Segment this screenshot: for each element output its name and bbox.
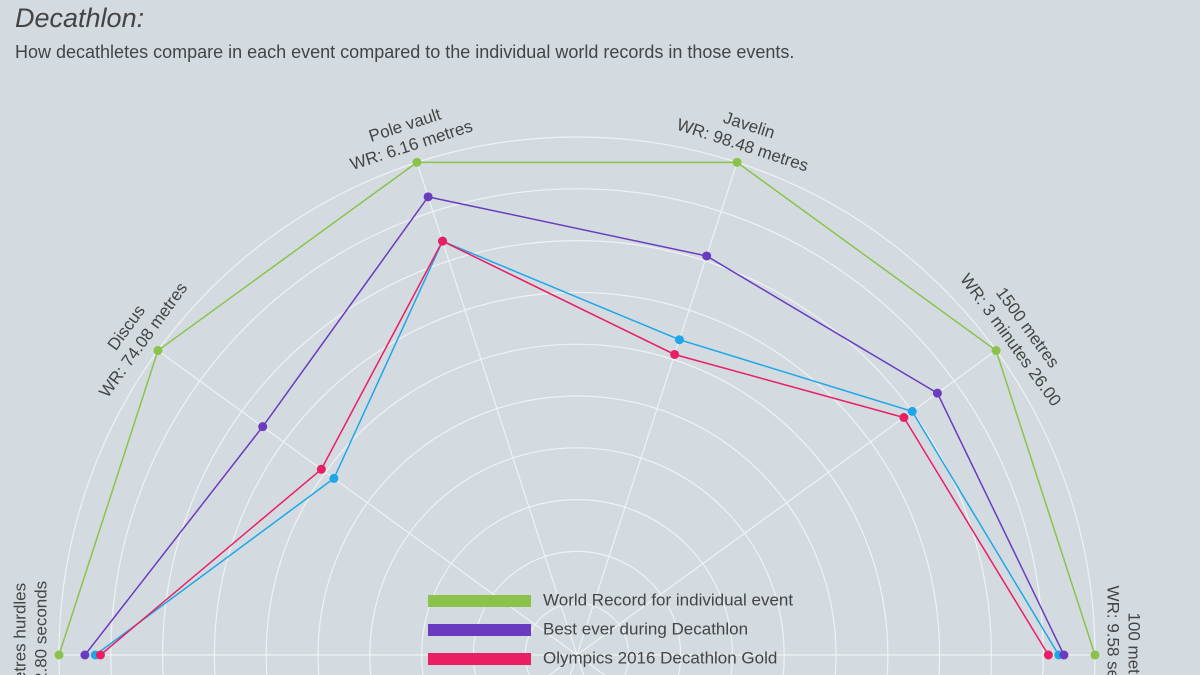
series-line [99, 240, 1050, 656]
series-point [80, 650, 90, 660]
axis-label: 100 metres [1125, 612, 1144, 675]
series-point [907, 406, 917, 416]
legend-label: Olympics 2016 Decathlon Gold [543, 648, 777, 667]
grid-circle [369, 447, 785, 675]
series-line [94, 240, 1060, 656]
series-point [95, 650, 105, 660]
chart-subtitle: How decathletes compare in each event co… [15, 42, 794, 62]
series-point [991, 346, 1001, 356]
series-point [412, 157, 422, 167]
spoke [576, 350, 997, 656]
series-point [316, 464, 326, 474]
series-point [423, 192, 433, 202]
series-point [1043, 650, 1053, 660]
series-point [670, 349, 680, 359]
series-point [674, 335, 684, 345]
legend-swatch [428, 624, 531, 636]
record-label: WR: 12.80 seconds [31, 581, 50, 675]
legend-swatch [428, 595, 531, 607]
record-label: WR: 9.58 seconds [1104, 586, 1123, 675]
spoke [157, 350, 578, 656]
spoke [576, 162, 738, 656]
legend-swatch [428, 653, 531, 665]
chart-title: Decathlon: [15, 3, 144, 33]
axis-label: 110 metres hurdles [10, 583, 29, 675]
series-point [732, 157, 742, 167]
series-point [1059, 650, 1069, 660]
grid-circle [213, 291, 941, 675]
series-point [329, 473, 339, 483]
series-point [54, 650, 64, 660]
series-point [258, 422, 268, 432]
grid-circle [162, 240, 992, 675]
legend-label: World Record for individual event [543, 590, 793, 609]
series-line [84, 196, 1065, 656]
legend-label: Best ever during Decathlon [543, 619, 748, 638]
series-line [58, 161, 1096, 656]
series-point [899, 413, 909, 423]
series-point [438, 236, 448, 246]
series-point [1090, 650, 1100, 660]
series-point [153, 346, 163, 356]
series-point [932, 388, 942, 398]
series-point [702, 251, 712, 261]
